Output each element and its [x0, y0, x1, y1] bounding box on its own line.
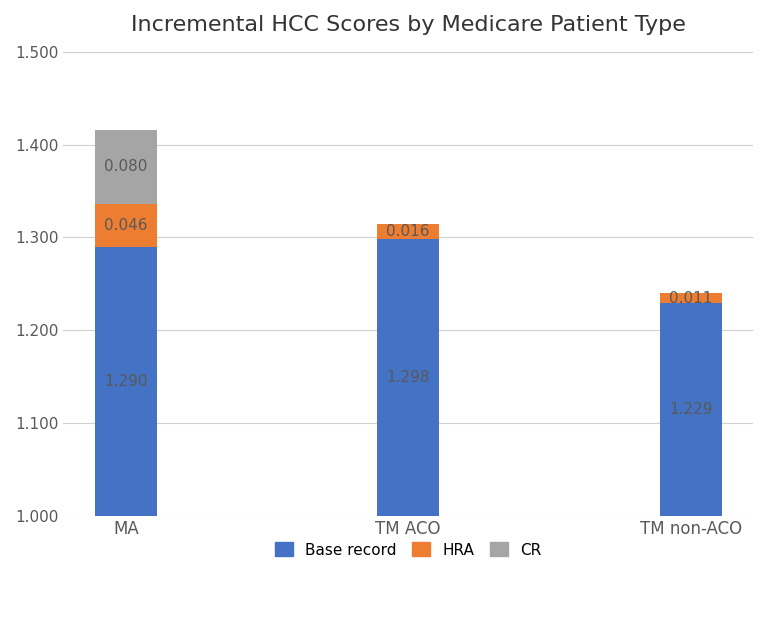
Title: Incremental HCC Scores by Medicare Patient Type: Incremental HCC Scores by Medicare Patie… — [131, 15, 686, 35]
Text: 0.046: 0.046 — [104, 218, 147, 233]
Bar — [94, 204, 157, 247]
Bar — [94, 247, 157, 516]
Text: 1.298: 1.298 — [386, 370, 430, 385]
Bar — [377, 225, 439, 239]
Text: 0.011: 0.011 — [669, 291, 712, 305]
Text: 0.080: 0.080 — [104, 159, 147, 175]
Bar — [377, 239, 439, 516]
Text: 0.016: 0.016 — [386, 224, 430, 239]
Text: 1.229: 1.229 — [669, 402, 713, 417]
Legend: Base record, HRA, CR: Base record, HRA, CR — [269, 536, 548, 563]
Bar — [660, 293, 722, 303]
Bar — [660, 303, 722, 516]
Text: 1.290: 1.290 — [104, 374, 147, 389]
Bar — [94, 130, 157, 204]
